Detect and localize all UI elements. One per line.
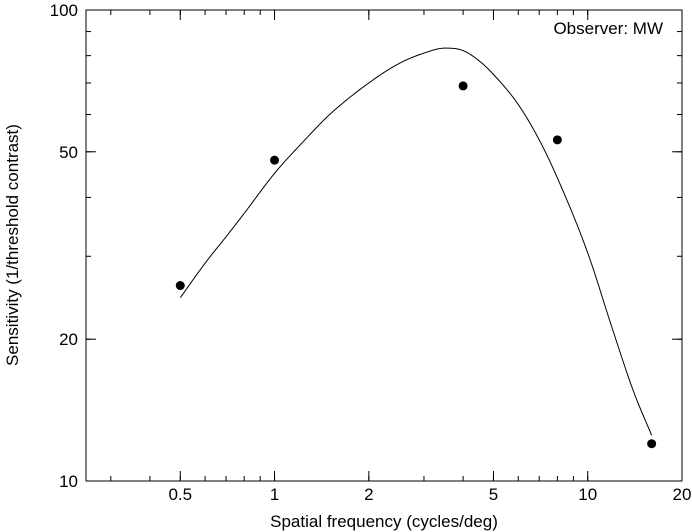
x-tick-label: 1 bbox=[270, 485, 279, 504]
tick-labels: 0.5 1 2 5 10 20 10 20 50 100 bbox=[50, 1, 692, 504]
y-tick-label: 20 bbox=[59, 330, 78, 349]
y-tick-label: 100 bbox=[50, 1, 78, 20]
x-tick-label: 20 bbox=[673, 485, 692, 504]
axis-ticks bbox=[86, 9, 683, 482]
x-tick-label: 0.5 bbox=[168, 485, 192, 504]
y-tick-label: 50 bbox=[59, 143, 78, 162]
x-tick-label: 10 bbox=[578, 485, 597, 504]
data-point bbox=[175, 281, 185, 291]
data-point bbox=[552, 135, 562, 145]
y-axis-label: Sensitivity (1/threshold contrast) bbox=[3, 124, 22, 366]
x-tick-label: 5 bbox=[489, 485, 498, 504]
plot-frame bbox=[85, 9, 683, 482]
y-tick-label: 10 bbox=[59, 472, 78, 491]
data-points bbox=[175, 81, 657, 449]
data-point bbox=[458, 81, 468, 91]
data-point bbox=[270, 155, 280, 165]
fit-curve bbox=[179, 47, 653, 436]
x-axis-label: Spatial frequency (cycles/deg) bbox=[270, 512, 498, 531]
observer-annotation: Observer: MW bbox=[553, 19, 663, 38]
x-tick-label: 2 bbox=[364, 485, 373, 504]
data-point bbox=[647, 439, 657, 449]
